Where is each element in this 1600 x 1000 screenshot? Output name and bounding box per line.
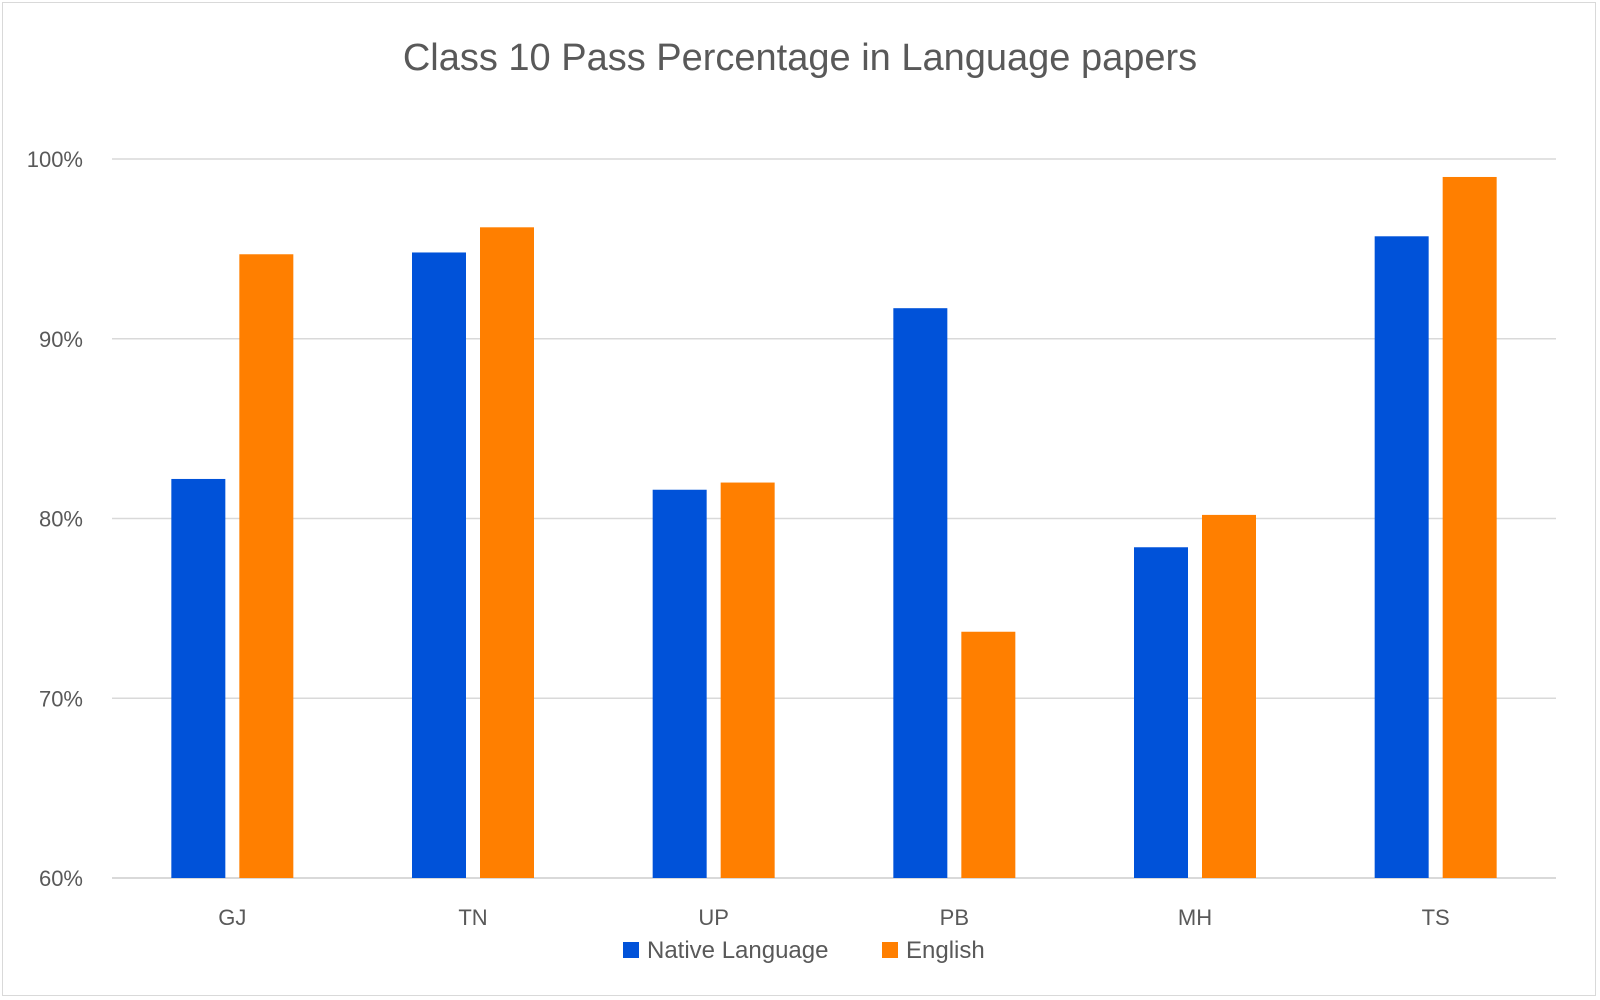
- legend-label: English: [906, 937, 985, 964]
- y-tick-label: 60%: [39, 866, 83, 891]
- x-tick-label: PB: [940, 905, 969, 930]
- y-axis-ticks: 60% 70% 80% 90% 100%: [27, 147, 83, 891]
- gridlines: [112, 158, 1556, 879]
- bar-gj-english: [239, 254, 294, 878]
- x-axis-ticks: GJ TN UP PB MH TS: [218, 905, 1449, 930]
- bar-mh-english: [1202, 514, 1256, 878]
- x-tick-label: UP: [698, 905, 729, 930]
- x-tick-label: MH: [1178, 905, 1212, 930]
- bar-tn-english: [480, 227, 534, 878]
- bar-ts-english: [1442, 176, 1497, 879]
- bar-mh-native-language: [1134, 547, 1188, 878]
- x-tick-label: TN: [458, 905, 487, 930]
- chart-title: Class 10 Pass Percentage in Language pap…: [403, 37, 1197, 79]
- bar-up-english: [720, 482, 775, 878]
- bar-up-native-language: [652, 489, 707, 878]
- bar-tn-native-language: [412, 252, 466, 879]
- bar-ts-native-language: [1374, 236, 1429, 879]
- bar-pb-english: [961, 631, 1016, 878]
- legend-label: Native Language: [647, 937, 828, 964]
- legend-swatch: [882, 942, 898, 958]
- y-tick-label: 80%: [39, 507, 83, 532]
- x-tick-label: GJ: [218, 905, 246, 930]
- bar-gj-native-language: [171, 478, 226, 878]
- y-tick-label: 100%: [27, 147, 83, 172]
- y-tick-label: 90%: [39, 327, 83, 352]
- x-tick-label: TS: [1422, 905, 1450, 930]
- bar-pb-native-language: [893, 308, 948, 878]
- legend-swatch: [623, 942, 639, 958]
- y-tick-label: 70%: [39, 686, 83, 711]
- legend: Native Language English: [623, 937, 985, 964]
- bars: [171, 176, 1497, 879]
